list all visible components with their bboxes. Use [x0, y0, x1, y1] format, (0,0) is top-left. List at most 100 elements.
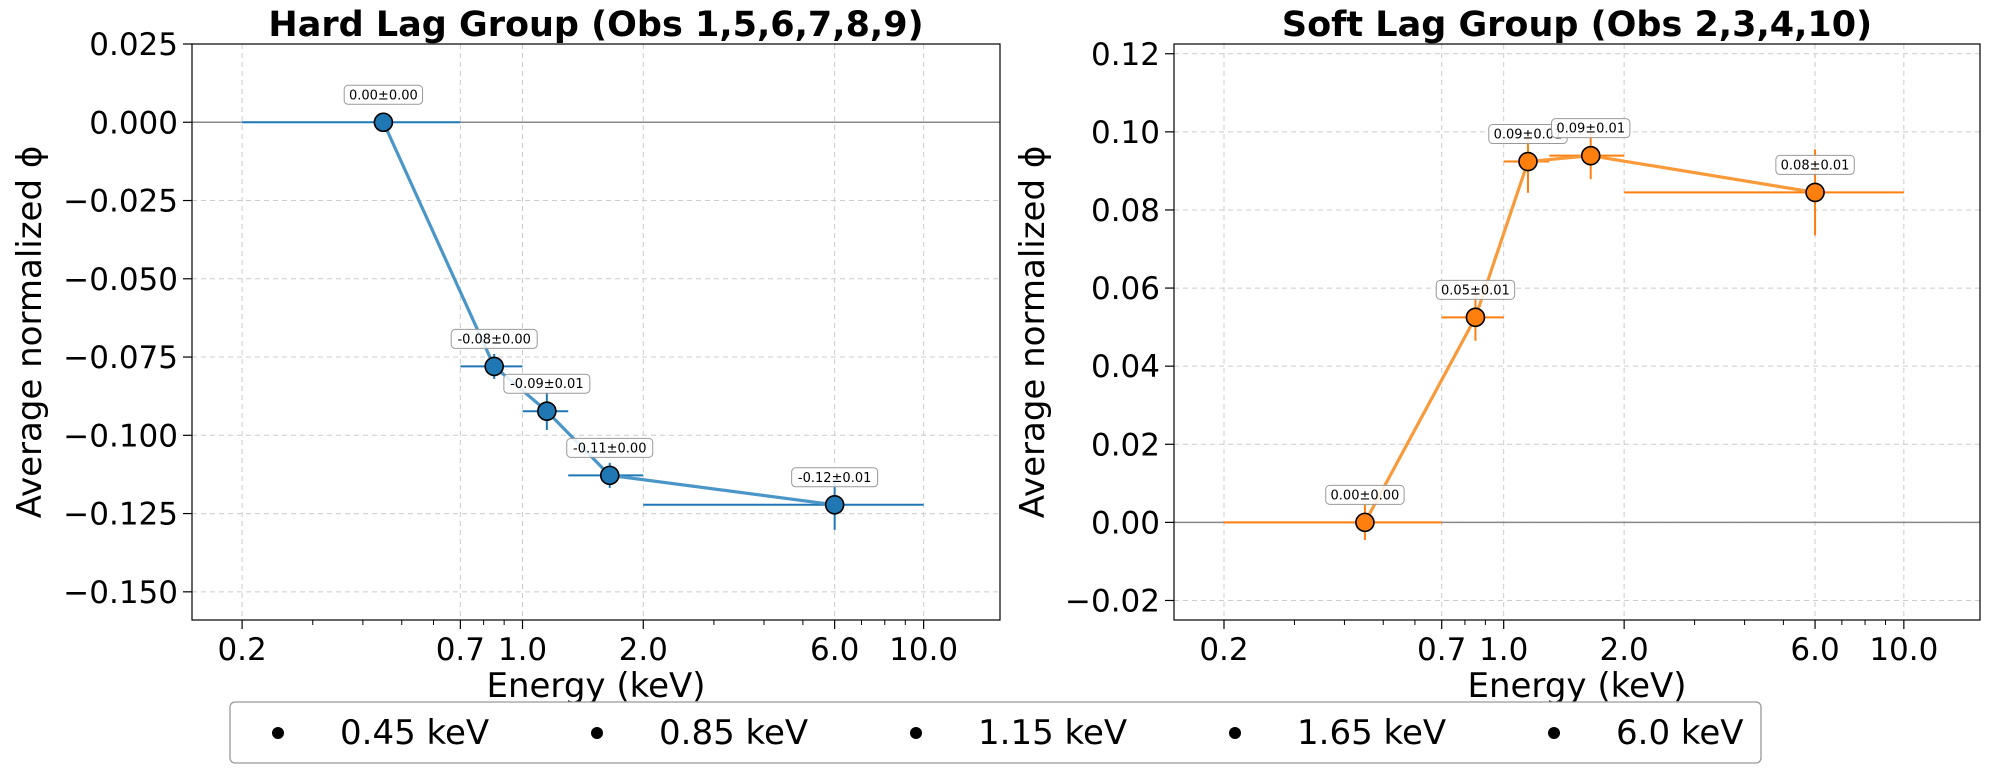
- legend-label: 0.45 keV: [340, 713, 489, 753]
- legend-item: 0.45 keV: [272, 713, 489, 753]
- data-label: -0.08±0.00: [450, 328, 538, 349]
- legend-marker: [591, 727, 603, 739]
- panel-2: 0.2 0.7 1.0 2.0 6.0 10.0 0.12 0.10 0.08 0.06 0.04 0…: [1013, 5, 1981, 706]
- data-point: [824, 494, 845, 515]
- x-tick-label: 1.0: [498, 632, 547, 668]
- data-label-box: [503, 373, 591, 394]
- y-tick-label: 0.02: [1091, 427, 1160, 463]
- data-label: 0.05±0.01: [1435, 279, 1516, 300]
- data-label: 0.08±0.01: [1775, 154, 1855, 175]
- data-label-text: 0.00±0.00: [349, 88, 418, 103]
- x-tick-label: 6.0: [810, 632, 859, 668]
- data-label: 0.09±0.01: [1488, 124, 1568, 145]
- data-point: [1355, 512, 1375, 533]
- legend-marker: [1548, 727, 1560, 739]
- grid: [192, 43, 1000, 620]
- x-tick-label: 0.7: [436, 632, 485, 668]
- data-label-box: [1551, 118, 1631, 139]
- y-tick-label: 0.00: [1091, 505, 1160, 541]
- x-axis-label: Energy (keV): [1467, 666, 1686, 706]
- x-tick-label: 10.0: [889, 632, 958, 668]
- legend-marker: [272, 727, 284, 739]
- data-label-text: -0.08±0.00: [457, 332, 530, 347]
- annotations: 0.00±0.00 0.05±0.01 0.09±0.010.09±0.01 0.08…: [1325, 118, 1855, 505]
- y-tick-label: −0.050: [63, 262, 178, 298]
- data-point: [599, 465, 620, 486]
- x-tick-label: 2.0: [619, 632, 668, 668]
- legend-item: 1.15 keV: [910, 713, 1127, 753]
- data-label-text: 0.09±0.01: [1494, 128, 1563, 143]
- data-label-text: 0.09±0.01: [1556, 122, 1625, 137]
- y-tick-label: −0.075: [63, 340, 178, 376]
- y-tick-label: 0.025: [89, 27, 178, 63]
- x-tick-label: 0.2: [1199, 632, 1248, 668]
- data-point: [1465, 307, 1486, 328]
- data-label-text: -0.12±0.01: [798, 471, 871, 486]
- data-label: -0.12±0.01: [791, 467, 879, 488]
- data-point: [537, 401, 557, 422]
- y-tick-label: 0.06: [1091, 271, 1160, 307]
- legend-item: 1.65 keV: [1229, 713, 1446, 753]
- y-tick-label: −0.02: [1065, 583, 1160, 619]
- legend: 0.45 keV 0.85 keV 1.15 keV 1.65 keV 6.0 keV: [229, 701, 1762, 764]
- data-label-box: [566, 437, 654, 458]
- data-label-box: [791, 467, 879, 488]
- data-label-box: [1775, 154, 1855, 175]
- legend-item: 6.0 keV: [1548, 713, 1744, 753]
- data-label: -0.11±0.00: [566, 437, 654, 458]
- data-label-box: [1435, 279, 1516, 300]
- chart-title: Soft Lag Group (Obs 2,3,4,10): [1282, 5, 1872, 45]
- data-point: [1518, 151, 1538, 172]
- data-label: 0.00±0.00: [343, 84, 424, 105]
- data-label-text: 0.05±0.01: [1441, 283, 1510, 298]
- data-points: [1355, 145, 1825, 533]
- data-label-text: 0.00±0.00: [1331, 488, 1400, 503]
- plot-frame: [191, 43, 1001, 621]
- grid: [1174, 44, 1980, 620]
- data-label-text: -0.11±0.00: [573, 441, 646, 456]
- data-label: 0.09±0.01: [1551, 118, 1631, 139]
- data-label-text: 0.08±0.01: [1781, 158, 1850, 173]
- y-tick-label: −0.125: [63, 497, 178, 533]
- x-tick-label: 2.0: [1599, 632, 1648, 668]
- x-tick-label: 0.2: [217, 632, 266, 668]
- data-label-text: -0.09±0.01: [510, 377, 583, 392]
- x-error-bars: [1223, 154, 1904, 524]
- data-point: [484, 356, 504, 377]
- y-tick-label: −0.150: [63, 575, 178, 611]
- data-point: [373, 112, 394, 133]
- legend-label: 0.85 keV: [659, 713, 808, 753]
- data-point: [1805, 182, 1825, 203]
- series-line: [1363, 154, 1816, 524]
- y-axis-label: Average normalized ϕ: [1013, 146, 1053, 519]
- y-tick-label: 0.04: [1091, 349, 1160, 385]
- legend-marker: [1229, 727, 1241, 739]
- legend-label: 1.15 keV: [978, 713, 1127, 753]
- plot-frame: [1173, 43, 1981, 621]
- x-tick-label: 10.0: [1869, 632, 1938, 668]
- y-tick-label: 0.10: [1091, 115, 1160, 151]
- legend-label: 1.65 keV: [1297, 713, 1446, 753]
- legend-marker: [910, 727, 922, 739]
- data-point: [1580, 145, 1601, 166]
- x-tick-label: 6.0: [1790, 632, 1839, 668]
- panel-1: 0.2 0.7 1.0 2.0 6.0 10.0 0.025 0.000 −0.025 −0.05…: [10, 5, 1001, 706]
- legend-box: [229, 701, 1762, 764]
- data-label: -0.09±0.01: [503, 373, 591, 394]
- x-tick-label: 1.0: [1479, 632, 1528, 668]
- y-axis-label: Average normalized ϕ: [10, 146, 50, 519]
- y-tick-label: 0.12: [1091, 37, 1160, 73]
- data-label-box: [450, 328, 538, 349]
- x-axis-label: Energy (keV): [486, 666, 705, 706]
- data-label-box: [1325, 484, 1405, 505]
- data-label: 0.00±0.00: [1325, 484, 1405, 505]
- data-points: [373, 112, 845, 515]
- legend-item: 0.85 keV: [591, 713, 808, 753]
- chart-title: Hard Lag Group (Obs 1,5,6,7,8,9): [268, 5, 923, 45]
- y-tick-label: 0.000: [89, 105, 178, 141]
- annotations: 0.00±0.00 -0.08±0.00 -0.09±0.01 -0.11±0.00 -…: [343, 84, 879, 488]
- legend-label: 6.0 keV: [1616, 713, 1744, 753]
- y-tick-label: −0.025: [63, 184, 178, 220]
